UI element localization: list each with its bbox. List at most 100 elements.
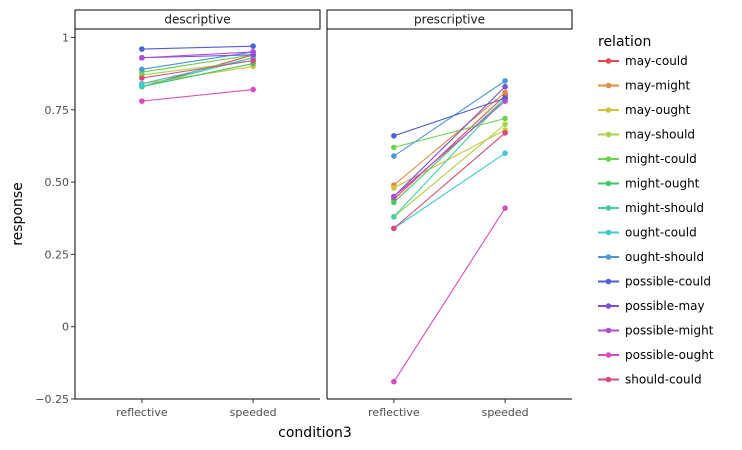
- y-tick-label: 0.75: [45, 104, 70, 117]
- y-tick-label: 0.50: [45, 176, 70, 189]
- legend-label: possible-ought: [625, 348, 714, 362]
- y-tick-label: 0: [62, 321, 69, 334]
- data-point-possible-could-reflective: [391, 133, 397, 139]
- data-point-possible-might-reflective: [391, 193, 397, 200]
- legend-key-point: [605, 58, 612, 64]
- series-line-should-could: [393, 132, 506, 229]
- series-may-could-prescriptive: [391, 92, 508, 203]
- series-possible-could-descriptive: [139, 43, 256, 52]
- legend-key-point: [605, 180, 612, 187]
- legend-label: may-might: [625, 79, 691, 93]
- series-possible-might-descriptive: [139, 49, 256, 61]
- data-point-might-could-speeded: [502, 115, 508, 122]
- data-point-should-could-reflective: [139, 75, 145, 81]
- data-point-ought-could-speeded: [502, 150, 508, 156]
- data-point-possible-ought-reflective: [139, 98, 145, 104]
- legend-item-should-could: should-could: [598, 373, 702, 387]
- data-point-possible-ought-speeded: [502, 205, 508, 211]
- series-line-possible-could: [141, 45, 254, 50]
- data-point-may-should-speeded: [502, 121, 508, 128]
- strip-prescriptive: [326, 9, 573, 30]
- y-tick-label: 1: [62, 32, 69, 45]
- series-line-may-should: [393, 123, 506, 218]
- legend-key-point: [605, 107, 612, 113]
- data-point-ought-could-reflective: [139, 80, 145, 87]
- legend-key-point: [605, 229, 612, 236]
- legend-item-possible-may: possible-may: [598, 299, 705, 313]
- legend-key-point: [605, 131, 612, 138]
- legend-items: may-could may-might may-ought may-should mig…: [598, 54, 714, 387]
- legend-label: may-could: [625, 54, 688, 68]
- data-point-possible-ought-speeded: [250, 86, 256, 93]
- data-point-may-ought-reflective: [391, 185, 397, 191]
- legend-label: should-could: [625, 373, 702, 387]
- data-point-ought-should-speeded: [502, 78, 508, 84]
- legend-key-point: [605, 82, 612, 89]
- x-tick-label-speeded: speeded: [230, 406, 277, 419]
- y-tick-label: −0.25: [35, 393, 69, 406]
- data-point-might-could-reflective: [391, 144, 397, 151]
- legend-item-might-ought: might-ought: [598, 177, 700, 191]
- series-might-ought-descriptive: [139, 60, 256, 90]
- data-point-ought-should-reflective: [139, 66, 145, 73]
- series-possible-ought-descriptive: [139, 86, 256, 104]
- legend-label: might-should: [625, 201, 704, 215]
- legend-label: may-should: [625, 128, 695, 142]
- series-may-should-prescriptive: [391, 121, 508, 220]
- series-should-could-descriptive: [139, 57, 256, 81]
- x-tick-label-speeded: speeded: [482, 406, 529, 419]
- legend-item-ought-could: ought-could: [598, 226, 697, 240]
- legend-key-point: [605, 303, 612, 309]
- series-line-possible-ought: [141, 89, 254, 102]
- legend-item-possible-might: possible-might: [598, 324, 714, 338]
- legend-item-may-might: may-might: [598, 79, 691, 93]
- data-point-should-could-reflective: [391, 225, 397, 232]
- legend-item-possible-ought: possible-ought: [598, 348, 714, 362]
- legend-item-may-could: may-could: [598, 54, 688, 68]
- data-point-possible-ought-reflective: [391, 378, 397, 385]
- legend-key-point: [605, 327, 612, 334]
- series-might-ought-prescriptive: [391, 95, 508, 206]
- data-point-might-ought-reflective: [391, 199, 397, 206]
- data-point-possible-might-speeded: [250, 49, 256, 55]
- legend-key-point: [605, 156, 612, 162]
- data-point-ought-should-reflective: [391, 153, 397, 159]
- series-line-might-could: [393, 117, 506, 148]
- series-possible-might-prescriptive: [391, 98, 508, 200]
- series-ought-should-prescriptive: [391, 78, 508, 159]
- series-line-possible-may: [393, 86, 506, 197]
- legend-label: possible-may: [625, 299, 705, 313]
- legend-label: possible-could: [625, 275, 711, 289]
- legend-label: might-ought: [625, 177, 700, 191]
- legend-label: ought-should: [625, 250, 704, 264]
- legend-item-ought-should: ought-should: [598, 250, 704, 264]
- data-point-may-might-speeded: [502, 89, 508, 96]
- series-should-could-prescriptive: [391, 130, 508, 232]
- strip-label-descriptive: descriptive: [164, 13, 230, 27]
- data-point-might-should-reflective: [391, 214, 397, 220]
- legend-item-might-could: might-could: [598, 152, 697, 166]
- x-tick-label-reflective: reflective: [116, 406, 168, 419]
- series-line-may-could: [393, 94, 506, 200]
- series-line-possible-ought: [393, 207, 506, 382]
- data-point-possible-could-reflective: [139, 46, 145, 52]
- legend-item-may-ought: may-ought: [598, 103, 691, 117]
- legend-label: ought-could: [625, 226, 697, 240]
- series-line-might-should: [393, 97, 506, 218]
- series-might-could-prescriptive: [391, 115, 508, 151]
- series-line-should-could: [141, 60, 254, 79]
- y-tick-label: 0.25: [45, 248, 70, 261]
- x-tick-label-reflective: reflective: [368, 406, 420, 419]
- data-point-should-could-speeded: [502, 130, 508, 136]
- series-line-might-ought: [141, 62, 254, 88]
- strip-descriptive: [74, 9, 321, 30]
- y-axis-title: response: [10, 182, 26, 246]
- data-point-should-could-speeded: [250, 57, 256, 64]
- y-axis: −0.25 0 0.25 0.50 0.75 1: [35, 32, 75, 406]
- series-ought-could-prescriptive: [391, 150, 508, 232]
- series-may-might-prescriptive: [391, 89, 508, 188]
- series-line-ought-could: [393, 152, 506, 229]
- series-possible-may-prescriptive: [391, 83, 508, 200]
